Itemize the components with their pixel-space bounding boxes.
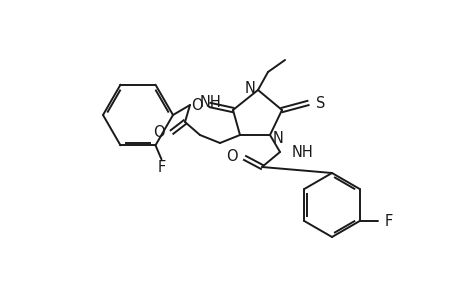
Text: O: O <box>226 148 237 164</box>
Text: NH: NH <box>200 94 221 110</box>
Text: O: O <box>191 98 202 112</box>
Text: F: F <box>157 160 165 175</box>
Text: NH: NH <box>291 145 313 160</box>
Text: F: F <box>384 214 392 229</box>
Text: N: N <box>245 80 256 95</box>
Text: S: S <box>315 95 325 110</box>
Text: N: N <box>272 130 283 146</box>
Text: O: O <box>153 124 165 140</box>
